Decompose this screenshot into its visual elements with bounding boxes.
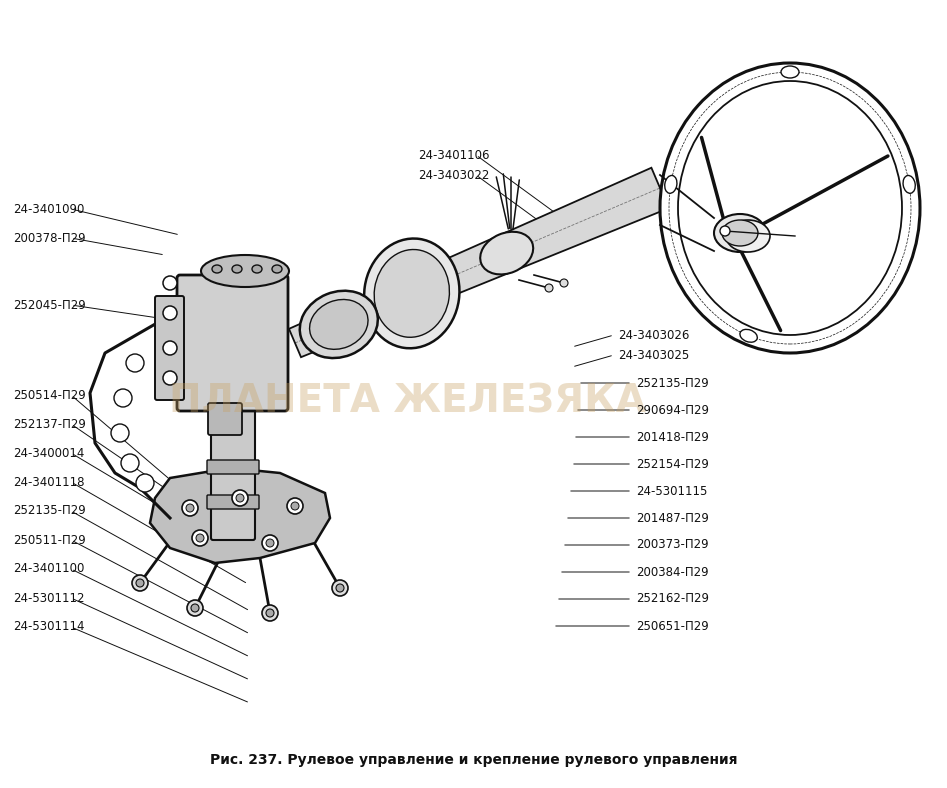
Circle shape (163, 276, 177, 290)
Text: 252154-П29: 252154-П29 (636, 458, 709, 470)
Text: 24-3400014: 24-3400014 (13, 447, 84, 459)
Circle shape (560, 279, 568, 287)
Circle shape (163, 306, 177, 320)
Circle shape (132, 575, 148, 591)
Text: 24-3403022: 24-3403022 (418, 169, 490, 181)
Ellipse shape (665, 176, 677, 193)
Circle shape (136, 579, 144, 587)
Text: 24-3401106: 24-3401106 (418, 148, 490, 162)
Circle shape (114, 389, 132, 407)
Text: 24-3401118: 24-3401118 (13, 475, 84, 489)
Circle shape (192, 530, 208, 546)
Text: 24-5301114: 24-5301114 (13, 620, 84, 634)
Circle shape (236, 494, 244, 502)
Text: 250651-П29: 250651-П29 (636, 619, 708, 633)
Circle shape (136, 474, 154, 492)
Circle shape (266, 539, 274, 547)
FancyBboxPatch shape (207, 495, 259, 509)
Ellipse shape (726, 220, 770, 252)
Circle shape (163, 341, 177, 355)
Circle shape (182, 500, 198, 516)
Circle shape (266, 609, 274, 617)
Polygon shape (150, 468, 330, 563)
Circle shape (191, 604, 199, 612)
Circle shape (336, 584, 344, 592)
Ellipse shape (722, 220, 758, 246)
Circle shape (232, 490, 248, 506)
Ellipse shape (781, 66, 799, 78)
Text: 252135-П29: 252135-П29 (636, 377, 708, 389)
Ellipse shape (903, 176, 915, 193)
Ellipse shape (272, 265, 282, 273)
Text: 200378-П29: 200378-П29 (13, 232, 85, 244)
Polygon shape (289, 168, 669, 357)
Text: Рис. 237. Рулевое управление и крепление рулевого управления: Рис. 237. Рулевое управление и крепление… (209, 753, 738, 767)
Text: 290694-П29: 290694-П29 (636, 403, 709, 417)
Circle shape (332, 580, 348, 596)
Ellipse shape (232, 265, 242, 273)
FancyBboxPatch shape (211, 403, 255, 540)
Circle shape (545, 284, 553, 292)
Circle shape (291, 502, 299, 510)
Ellipse shape (660, 63, 920, 353)
Circle shape (126, 354, 144, 372)
Ellipse shape (365, 239, 459, 348)
Circle shape (163, 371, 177, 385)
FancyBboxPatch shape (207, 460, 259, 474)
Ellipse shape (300, 291, 378, 358)
Text: 200373-П29: 200373-П29 (636, 538, 708, 552)
Text: 252135-П29: 252135-П29 (13, 504, 86, 518)
Text: 24-5301115: 24-5301115 (636, 485, 707, 497)
Circle shape (186, 504, 194, 512)
Ellipse shape (714, 214, 766, 252)
Ellipse shape (480, 232, 533, 274)
Text: 24-3403025: 24-3403025 (618, 348, 689, 362)
Ellipse shape (740, 329, 758, 342)
Text: 24-3403026: 24-3403026 (618, 329, 689, 341)
Text: ПЛАНЕТА ЖЕЛЕЗЯКА: ПЛАНЕТА ЖЕЛЕЗЯКА (169, 383, 646, 421)
Circle shape (720, 226, 730, 236)
Ellipse shape (374, 250, 450, 337)
Circle shape (287, 498, 303, 514)
FancyBboxPatch shape (155, 296, 184, 400)
Circle shape (121, 454, 139, 472)
Text: 252045-П29: 252045-П29 (13, 299, 86, 311)
Circle shape (196, 534, 204, 542)
Ellipse shape (212, 265, 222, 273)
Circle shape (187, 600, 203, 616)
Ellipse shape (252, 265, 262, 273)
Circle shape (262, 605, 278, 621)
Text: 200384-П29: 200384-П29 (636, 566, 708, 578)
FancyBboxPatch shape (177, 275, 288, 411)
Ellipse shape (310, 299, 368, 349)
Circle shape (111, 424, 129, 442)
Text: 24-3401090: 24-3401090 (13, 203, 84, 215)
Text: 250514-П29: 250514-П29 (13, 388, 86, 402)
Ellipse shape (201, 255, 289, 287)
Text: 201487-П29: 201487-П29 (636, 511, 709, 525)
Text: 201418-П29: 201418-П29 (636, 430, 709, 444)
FancyBboxPatch shape (208, 403, 242, 435)
Text: 252162-П29: 252162-П29 (636, 593, 709, 605)
Text: 252137-П29: 252137-П29 (13, 418, 86, 430)
Text: 24-3401100: 24-3401100 (13, 563, 84, 575)
Text: 250511-П29: 250511-П29 (13, 533, 86, 547)
Circle shape (262, 535, 278, 551)
Text: 24-5301112: 24-5301112 (13, 592, 84, 604)
Ellipse shape (678, 81, 902, 335)
